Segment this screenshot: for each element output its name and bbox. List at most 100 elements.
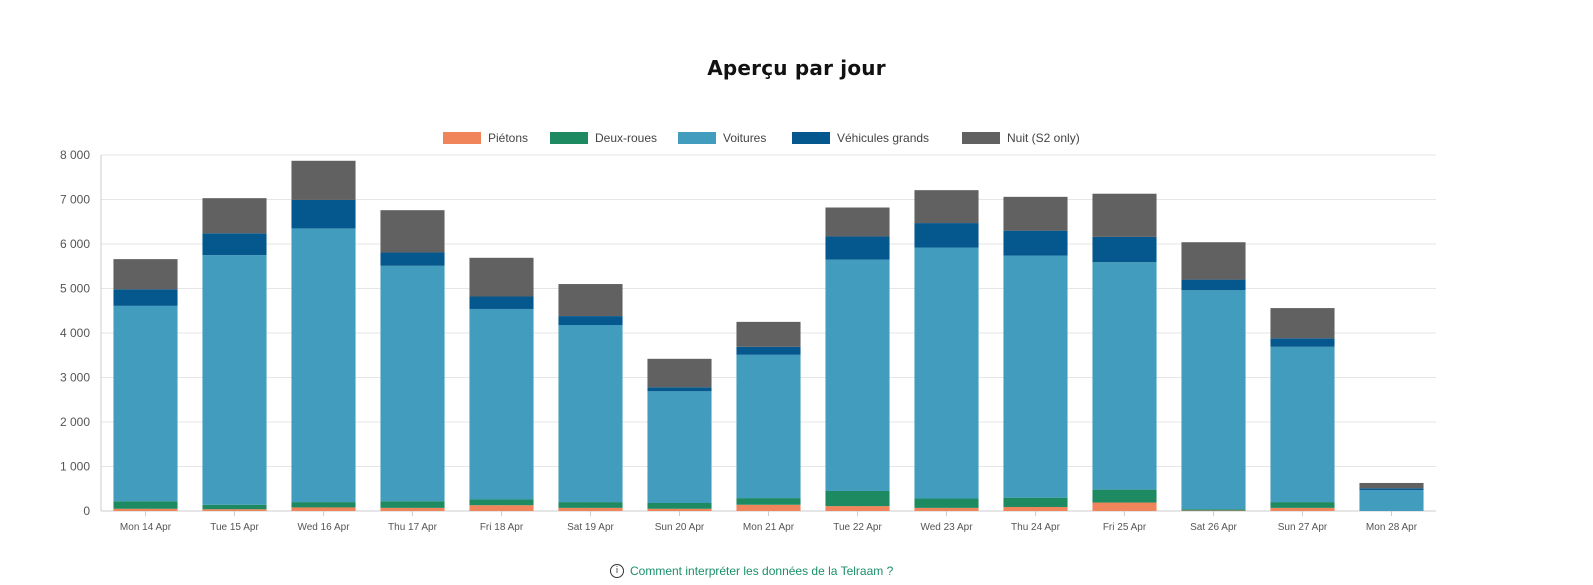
y-tick-label: 0 [83, 504, 90, 518]
bar-segment[interactable] [1092, 193, 1157, 237]
legend-swatch [678, 132, 716, 144]
bar-segment[interactable] [113, 508, 178, 511]
bar-segment[interactable] [291, 228, 356, 503]
bar-segment[interactable] [736, 354, 801, 499]
bar-segment[interactable] [113, 259, 178, 290]
bar-segment[interactable] [1092, 236, 1157, 263]
bar-segment[interactable] [202, 509, 267, 511]
x-tick-label: Sat 19 Apr [567, 522, 614, 533]
legend-label: Véhicules grands [837, 131, 929, 145]
legend-item[interactable]: Piétons [443, 131, 528, 145]
bar-segment[interactable] [1359, 488, 1424, 491]
y-tick-label: 1 000 [60, 460, 90, 474]
bar-segment[interactable] [647, 508, 712, 511]
bar-segment[interactable] [202, 198, 267, 234]
bar-segment[interactable] [1270, 338, 1335, 347]
bar-segment[interactable] [914, 498, 979, 508]
x-tick-label: Sun 20 Apr [655, 522, 705, 533]
bar-segment[interactable] [1270, 346, 1335, 503]
bar-segment[interactable] [469, 308, 534, 500]
bar-segment[interactable] [647, 502, 712, 509]
y-tick-label: 3 000 [60, 371, 90, 385]
bar-segment[interactable] [736, 504, 801, 511]
bar-segment[interactable] [914, 190, 979, 224]
bar-segment[interactable] [291, 199, 356, 229]
bar-segment[interactable] [1003, 230, 1068, 256]
bar-segment[interactable] [469, 499, 534, 506]
bar-segment[interactable] [469, 296, 534, 309]
bar-segment[interactable] [1181, 509, 1246, 511]
y-axis: 0 1 000 2 000 3 000 4 000 5 000 6 000 7 000 8 00… [60, 148, 102, 518]
bar-segment[interactable] [1181, 279, 1246, 291]
bar-segment[interactable] [202, 255, 267, 505]
bar-segment[interactable] [1003, 506, 1068, 511]
bar-segment[interactable] [1092, 262, 1157, 490]
bar-segment[interactable] [1003, 196, 1068, 231]
x-tick-label: Sun 27 Apr [1278, 522, 1328, 533]
legend-item[interactable]: Deux-roues [550, 131, 657, 145]
bar-segment[interactable] [380, 501, 445, 508]
x-tick-label: Tue 22 Apr [833, 522, 882, 533]
bar-segment[interactable] [1270, 502, 1335, 508]
bar-segment[interactable] [914, 507, 979, 511]
bar-segment[interactable] [825, 236, 890, 260]
bar-segment[interactable] [113, 289, 178, 306]
bar-segment[interactable] [558, 502, 623, 508]
bar-segment[interactable] [825, 259, 890, 491]
bar-segment[interactable] [202, 504, 267, 510]
legend-swatch [792, 132, 830, 144]
legend-item[interactable]: Véhicules grands [792, 131, 929, 145]
x-tick-label: Mon 14 Apr [120, 522, 172, 533]
bar-segment[interactable] [291, 502, 356, 508]
bar-segment[interactable] [1003, 497, 1068, 507]
bar-segment[interactable] [558, 324, 623, 503]
bar-segment[interactable] [380, 507, 445, 511]
legend-swatch [443, 132, 481, 144]
x-tick-label: Sat 26 Apr [1190, 522, 1237, 533]
bar-segment[interactable] [825, 506, 890, 511]
bar-segment[interactable] [291, 160, 356, 200]
bar-segment[interactable] [291, 507, 356, 511]
bar-segment[interactable] [1181, 242, 1246, 280]
bar-segment[interactable] [1359, 482, 1424, 489]
bar-segment[interactable] [647, 358, 712, 388]
bar-segment[interactable] [1270, 308, 1335, 339]
legend-item[interactable]: Nuit (S2 only) [962, 131, 1080, 145]
bar-segment[interactable] [825, 490, 890, 507]
help-link[interactable]: i Comment interpréter les données de la T… [610, 564, 893, 578]
info-icon: i [610, 564, 624, 578]
legend-item[interactable]: Voitures [678, 131, 766, 145]
bar-segment[interactable] [647, 387, 712, 392]
bar-segment[interactable] [914, 223, 979, 248]
bar-segment[interactable] [825, 207, 890, 237]
legend-label: Nuit (S2 only) [1007, 131, 1080, 145]
bar-segment[interactable] [380, 265, 445, 502]
bar-segment[interactable] [736, 321, 801, 347]
bar-segment[interactable] [113, 501, 178, 509]
y-tick-label: 5 000 [60, 282, 90, 296]
bar-segment[interactable] [1003, 255, 1068, 498]
bar-segment[interactable] [469, 257, 534, 297]
bar-segment[interactable] [647, 391, 712, 503]
bar-segment[interactable] [202, 233, 267, 256]
bar-segment[interactable] [1359, 490, 1424, 511]
bar-segment[interactable] [736, 498, 801, 505]
bar-segment[interactable] [1092, 489, 1157, 503]
bar-segment[interactable] [736, 346, 801, 355]
bar-segment[interactable] [558, 284, 623, 317]
bar-segment[interactable] [113, 305, 178, 502]
bar-segment[interactable] [1092, 502, 1157, 511]
chart-title: Aperçu par jour [707, 56, 886, 80]
bar-segment[interactable] [558, 507, 623, 511]
bar-segment[interactable] [914, 247, 979, 499]
bar-segment[interactable] [558, 316, 623, 325]
legend-swatch [962, 132, 1000, 144]
bar-segment[interactable] [1270, 507, 1335, 511]
bar-segment[interactable] [380, 252, 445, 266]
daily-overview-chart: 0 1 000 2 000 3 000 4 000 5 000 6 000 7 000 8 00… [60, 131, 1436, 533]
bar-segment[interactable] [1181, 290, 1246, 510]
legend-label: Voitures [723, 131, 766, 145]
bar-segment[interactable] [380, 210, 445, 253]
y-tick-label: 4 000 [60, 326, 90, 340]
bar-segment[interactable] [469, 505, 534, 511]
